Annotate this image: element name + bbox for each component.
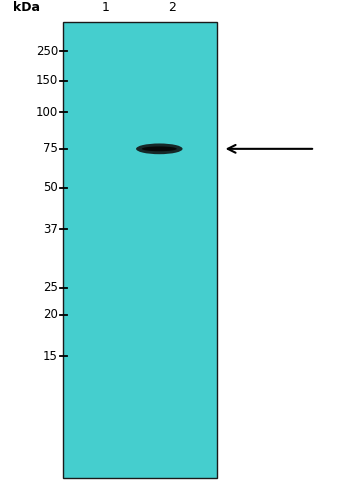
Bar (63, 22, 217, 478)
Text: 37: 37 (43, 223, 58, 236)
Text: 25: 25 (43, 282, 58, 294)
Text: 250: 250 (36, 45, 58, 58)
Text: 75: 75 (43, 142, 58, 155)
Text: 1: 1 (102, 0, 110, 14)
Text: 100: 100 (36, 106, 58, 119)
Text: 20: 20 (43, 308, 58, 321)
Ellipse shape (136, 143, 183, 154)
Ellipse shape (142, 146, 177, 151)
Text: 15: 15 (43, 350, 58, 363)
Text: 50: 50 (43, 182, 58, 194)
Text: 2: 2 (168, 0, 176, 14)
Text: kDa: kDa (13, 0, 40, 14)
Text: 150: 150 (36, 74, 58, 87)
